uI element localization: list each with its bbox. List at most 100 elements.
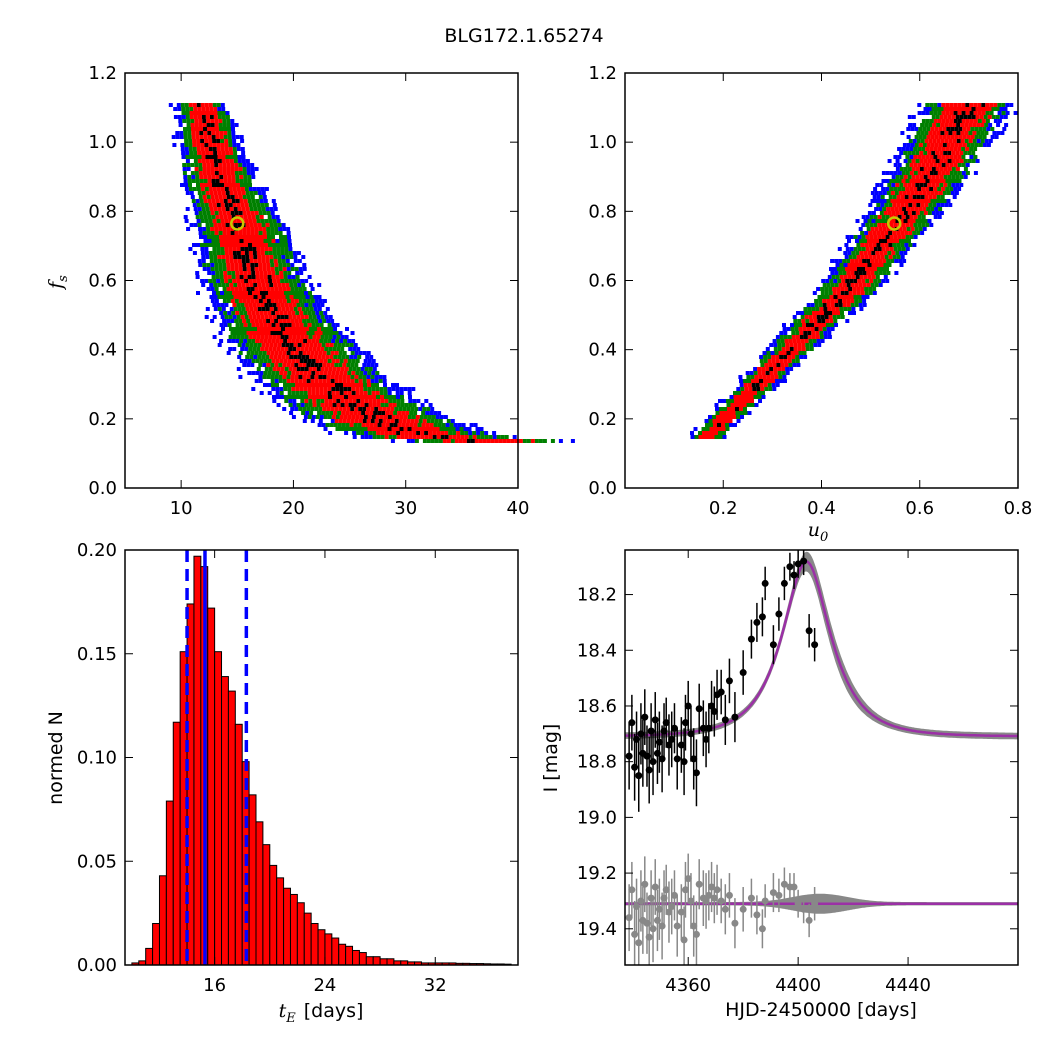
fs-vs-u0-y-tick-label: 1.0: [588, 132, 617, 153]
fs-vs-te-cell: [251, 323, 256, 327]
fs-vs-te-cell: [290, 379, 295, 383]
fs-vs-te-cell: [349, 355, 354, 359]
fs-vs-te-cell: [331, 383, 335, 387]
fs-vs-te-cell: [310, 351, 315, 355]
fs-vs-te-cell: [283, 359, 288, 363]
fs-vs-te-cell: [242, 227, 247, 231]
fs-vs-te-cell: [298, 287, 303, 291]
fs-vs-te-cell: [207, 239, 212, 243]
fs-vs-te-cell: [412, 399, 417, 403]
fs-vs-te-cell: [352, 403, 357, 407]
fs-vs-u0-cell: [865, 215, 870, 219]
fs-vs-te-cell: [347, 427, 352, 431]
fs-vs-u0-cell: [843, 275, 848, 279]
fs-vs-te-cell: [466, 439, 471, 443]
fs-vs-te-cell: [227, 131, 232, 135]
fs-vs-u0-cell: [845, 319, 850, 323]
fs-vs-te-cell: [205, 207, 210, 211]
fs-vs-te-cell: [442, 439, 447, 443]
fs-vs-te-cell: [219, 275, 224, 279]
fs-vs-te-cell: [323, 415, 328, 419]
fs-vs-te-cell: [358, 419, 363, 423]
fs-vs-u0-cell: [847, 239, 851, 243]
fs-vs-u0-cell: [822, 303, 827, 307]
fs-vs-te-cell: [260, 247, 265, 251]
fs-vs-te-cell: [274, 363, 279, 367]
fs-vs-te-cell: [212, 219, 217, 223]
fs-vs-u0-cell: [803, 331, 808, 335]
fs-vs-te-cell: [198, 211, 203, 215]
fs-vs-u0-cell: [879, 211, 884, 215]
fs-vs-u0-cell: [716, 415, 720, 419]
fs-vs-u0-cell: [987, 107, 992, 111]
data-point: [758, 613, 766, 621]
fs-vs-te-cell: [247, 371, 252, 375]
fs-vs-te-cell: [220, 251, 225, 255]
fs-vs-u0-cell: [894, 259, 899, 263]
fs-vs-u0-cell: [893, 163, 898, 167]
fs-vs-te-cell: [240, 291, 244, 295]
fs-vs-te-cell: [302, 379, 307, 383]
fs-vs-u0-cell: [961, 163, 966, 167]
fs-vs-te-cell: [360, 395, 364, 399]
fs-vs-te-cell: [250, 211, 255, 215]
fs-vs-u0-cell: [768, 387, 773, 391]
fs-vs-u0-cell: [925, 179, 930, 183]
fs-vs-u0-cell: [768, 363, 773, 367]
fs-vs-u0-cell: [875, 275, 880, 279]
fs-vs-te-cell: [298, 351, 303, 355]
fs-vs-te-cell: [300, 291, 304, 295]
fs-vs-te-cell: [248, 187, 253, 191]
fs-vs-te-cell: [185, 159, 190, 163]
fs-vs-te-cell: [290, 331, 295, 335]
fs-vs-te-cell: [197, 111, 202, 115]
fs-vs-u0-cell: [943, 107, 948, 111]
fs-vs-te-cell: [279, 339, 284, 343]
fs-vs-u0-cell: [928, 131, 933, 135]
fs-vs-u0-cell: [888, 203, 893, 207]
fs-vs-u0-cell: [975, 107, 980, 111]
fs-vs-u0-cell: [873, 223, 878, 227]
fs-vs-te-cell: [302, 419, 307, 423]
fs-vs-te-cell: [335, 415, 340, 419]
fs-vs-u0-cell: [918, 199, 923, 203]
fs-vs-te-cell: [438, 419, 443, 423]
fs-vs-u0-cell: [763, 359, 768, 363]
fs-vs-te-cell: [412, 435, 417, 439]
fs-vs-u0-cell: [761, 395, 766, 399]
fs-vs-u0-cell: [722, 399, 726, 403]
fs-vs-te-cell: [198, 123, 203, 127]
fs-vs-u0-cell: [966, 135, 971, 139]
residual-point: [775, 891, 783, 899]
fs-vs-u0-cell: [945, 163, 950, 167]
fs-vs-te-cell: [282, 379, 287, 383]
fs-vs-te-cell: [194, 211, 199, 215]
fs-vs-te-cell: [273, 343, 278, 347]
fs-vs-te-cell: [267, 339, 272, 343]
fs-vs-te-cell: [302, 331, 307, 335]
fs-vs-te-cell: [275, 215, 280, 219]
fs-vs-te-cell: [353, 411, 358, 415]
fs-vs-u0-cell: [997, 119, 1002, 123]
fs-vs-te-cell: [189, 115, 194, 119]
fs-vs-te-cell: [224, 147, 229, 151]
fs-vs-te-cell: [314, 407, 319, 411]
fs-vs-te-cell: [244, 187, 249, 191]
fs-vs-te-cell: [319, 371, 324, 375]
fs-vs-te-cell: [230, 195, 235, 199]
fs-vs-u0-cell: [715, 407, 719, 411]
histogram-y-tick-label: 0.05: [77, 851, 117, 872]
u0-axis-label-subscript: 0: [820, 530, 828, 545]
fs-vs-te-cell: [358, 407, 363, 411]
fs-vs-u0-cell: [779, 379, 783, 383]
fs-vs-te-cell: [380, 395, 384, 399]
fs-vs-te-cell: [425, 423, 430, 427]
fs-vs-u0-cell: [817, 319, 822, 323]
fs-vs-u0-cell: [895, 183, 900, 187]
fs-vs-te-cell: [217, 283, 222, 287]
fs-vs-te-cell: [237, 223, 242, 227]
fs-vs-u0-cell: [941, 111, 946, 115]
fs-vs-te-cell: [304, 291, 308, 295]
fs-vs-te-cell: [253, 283, 258, 287]
fs-vs-te-cell: [247, 275, 252, 279]
